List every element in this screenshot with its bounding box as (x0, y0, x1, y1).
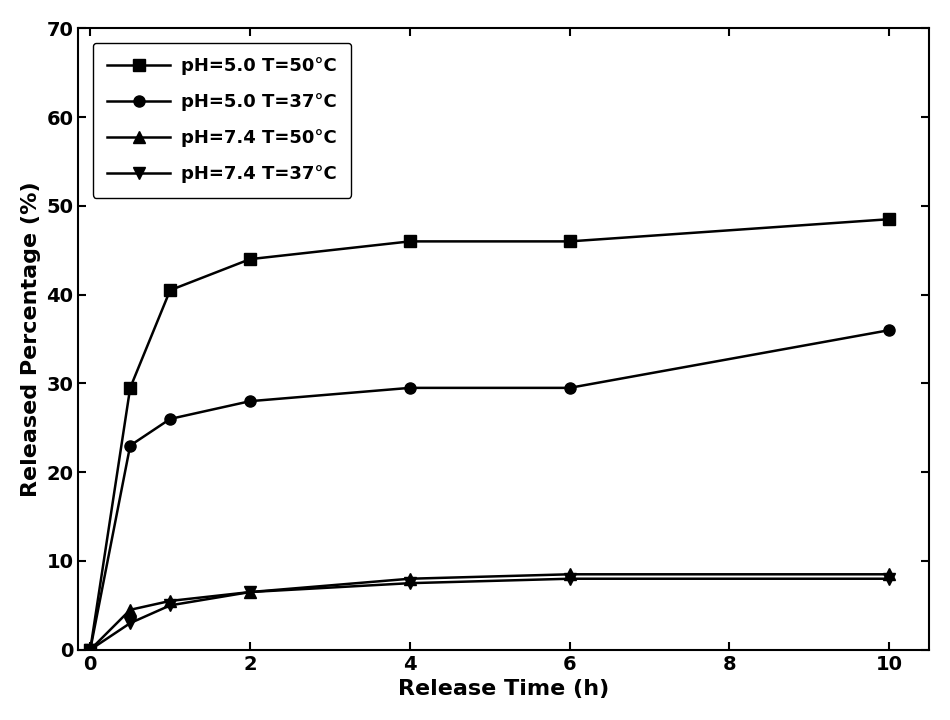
pH=5.0 T=50°C (244, 255, 256, 264)
Y-axis label: Released Percentage (%): Released Percentage (%) (21, 181, 41, 497)
Line: pH=5.0 T=50°C: pH=5.0 T=50°C (85, 214, 895, 655)
pH=7.4 T=37°C (124, 618, 136, 627)
pH=7.4 T=50°C (404, 575, 415, 583)
pH=5.0 T=37°C (884, 326, 895, 335)
Legend: pH=5.0 T=50°C, pH=5.0 T=37°C, pH=7.4 T=50°C, pH=7.4 T=37°C: pH=5.0 T=50°C, pH=5.0 T=37°C, pH=7.4 T=5… (93, 42, 352, 198)
pH=5.0 T=37°C (85, 645, 96, 654)
pH=5.0 T=37°C (124, 441, 136, 450)
pH=7.4 T=50°C (85, 645, 96, 654)
pH=7.4 T=37°C (564, 575, 576, 583)
pH=7.4 T=50°C (124, 606, 136, 614)
pH=5.0 T=50°C (124, 384, 136, 392)
Line: pH=7.4 T=37°C: pH=7.4 T=37°C (85, 573, 895, 655)
pH=5.0 T=50°C (404, 237, 415, 246)
pH=5.0 T=50°C (164, 286, 176, 294)
Line: pH=5.0 T=37°C: pH=5.0 T=37°C (85, 325, 895, 655)
pH=7.4 T=37°C (404, 579, 415, 588)
pH=7.4 T=50°C (164, 597, 176, 606)
pH=7.4 T=37°C (244, 588, 256, 596)
pH=7.4 T=50°C (564, 570, 576, 579)
pH=5.0 T=37°C (164, 415, 176, 423)
pH=5.0 T=37°C (244, 397, 256, 405)
Line: pH=7.4 T=50°C: pH=7.4 T=50°C (85, 569, 895, 655)
pH=5.0 T=50°C (85, 645, 96, 654)
pH=7.4 T=37°C (884, 575, 895, 583)
pH=5.0 T=37°C (404, 384, 415, 392)
pH=5.0 T=37°C (564, 384, 576, 392)
pH=7.4 T=37°C (85, 645, 96, 654)
pH=7.4 T=50°C (884, 570, 895, 579)
pH=5.0 T=50°C (884, 215, 895, 223)
pH=5.0 T=50°C (564, 237, 576, 246)
X-axis label: Release Time (h): Release Time (h) (398, 679, 609, 699)
pH=7.4 T=50°C (244, 588, 256, 596)
pH=7.4 T=37°C (164, 601, 176, 610)
